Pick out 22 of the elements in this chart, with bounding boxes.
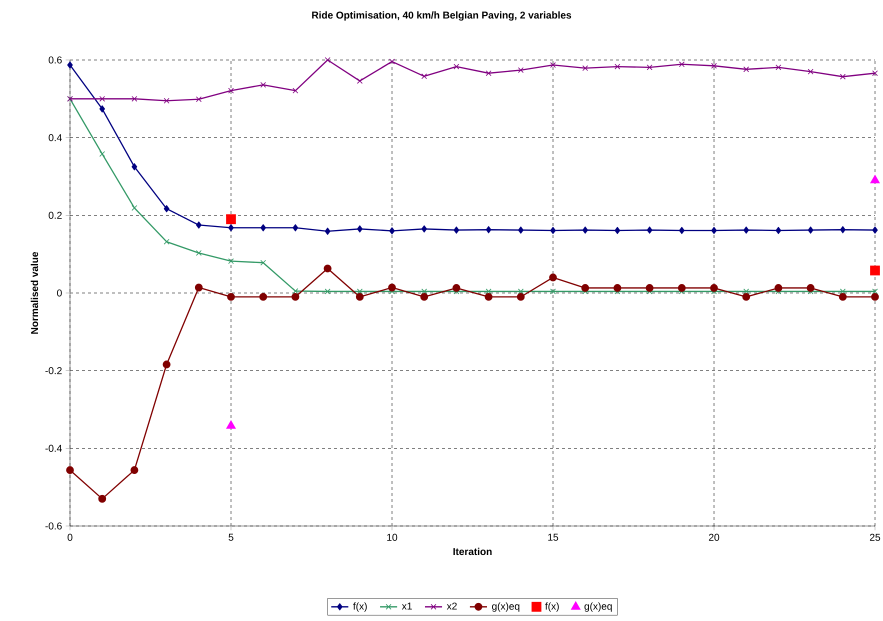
x-axis-title: Iteration (453, 548, 492, 556)
x-tick-label: 0 (68, 534, 72, 541)
x-tick-label: 25 (870, 534, 880, 541)
x-tick-label: 20 (708, 534, 720, 541)
x-tick-label: 5 (228, 534, 234, 541)
y-tick-label: 0.2 (48, 212, 62, 219)
y-tick-label: 0 (57, 289, 62, 297)
y-tick-label: 0.4 (48, 134, 62, 142)
y-tick-label: -0.4 (45, 444, 62, 452)
legend-label: x2 (446, 602, 457, 610)
x-tick-label: 15 (548, 534, 558, 541)
y-tick-label: 0.6 (48, 56, 62, 64)
y-tick-label: -0.6 (45, 522, 62, 530)
y-axis-title: Normalised value (30, 252, 38, 334)
legend-label: f(x) (353, 602, 367, 612)
x-tick-label: 10 (387, 534, 398, 541)
legend-label: x1 (402, 602, 412, 610)
legend-label: g(x)eq (492, 602, 520, 612)
y-tick-label: -0.2 (45, 367, 62, 374)
legend-label: g(x)eq (584, 602, 612, 612)
chart-title: Ride Optimisation, 40 km/h Belgian Paving, 2 variables (312, 11, 572, 21)
legend-label: f(x) (545, 602, 559, 612)
